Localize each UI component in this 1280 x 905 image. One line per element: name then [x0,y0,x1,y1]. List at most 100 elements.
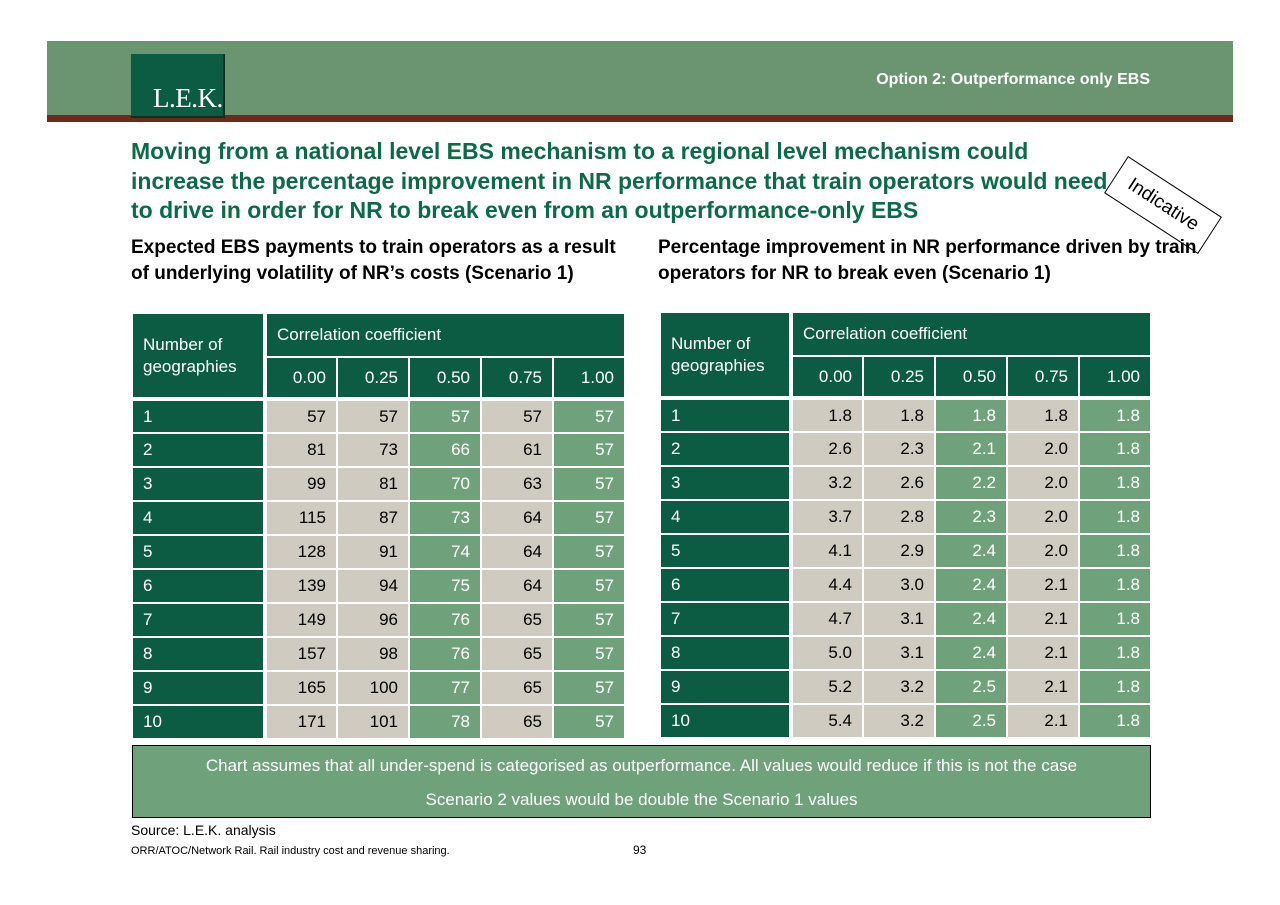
value-cell: 2.0 [1006,533,1080,569]
value-cell: 3.2 [862,669,936,705]
value-cell: 3.0 [862,567,936,603]
table-row: 10 5.4 3.2 2.5 2.1 1.8 [659,703,1152,739]
table-row: 2 2.6 2.3 2.1 2.0 1.8 [659,431,1152,467]
value-cell: 65 [480,636,554,672]
row-header: Number of geographies [131,312,267,401]
value-cell: 57 [552,432,626,468]
column-header: 0.00 [264,356,338,401]
value-cell: 2.1 [934,431,1008,467]
value-cell: 75 [408,568,482,604]
column-header: 0.50 [934,355,1008,400]
value-cell: 1.8 [1078,669,1152,705]
table-row: 1 57 57 57 57 57 [131,398,626,434]
value-cell: 2.4 [934,533,1008,569]
value-cell: 57 [264,398,338,434]
value-cell: 3.7 [790,499,864,535]
source-note: Source: L.E.K. analysis [131,822,276,838]
value-cell: 1.8 [1078,601,1152,637]
value-cell: 70 [408,466,482,502]
value-cell: 2.2 [934,465,1008,501]
value-cell: 1.8 [790,397,864,433]
geography-count-cell: 10 [131,704,267,740]
value-cell: 57 [408,398,482,434]
value-cell: 64 [480,534,554,570]
value-cell: 57 [552,500,626,536]
column-header: 1.00 [552,356,626,401]
value-cell: 4.4 [790,567,864,603]
column-header: 1.00 [1078,355,1152,400]
table-row: 8 157 98 76 65 57 [131,636,626,672]
value-cell: 91 [336,534,410,570]
geography-count-cell: 7 [131,602,267,638]
value-cell: 57 [552,704,626,740]
value-cell: 1.8 [1078,567,1152,603]
value-cell: 99 [264,466,338,502]
column-header: 0.25 [336,356,410,401]
value-cell: 96 [336,602,410,638]
value-cell: 73 [408,500,482,536]
group-header: Correlation coefficient [264,312,626,358]
value-cell: 1.8 [1078,533,1152,569]
value-cell: 101 [336,704,410,740]
table-row: 10 171 101 78 65 57 [131,704,626,740]
value-cell: 81 [264,432,338,468]
value-cell: 5.0 [790,635,864,671]
value-cell: 2.4 [934,601,1008,637]
geography-count-cell: 1 [659,397,793,433]
value-cell: 100 [336,670,410,706]
ebs-payments-table: Number of geographies Correlation coeffi… [131,312,626,740]
table-row: 7 4.7 3.1 2.4 2.1 1.8 [659,601,1152,637]
value-cell: 3.2 [862,703,936,739]
left-table-title: Expected EBS payments to train operators… [131,237,616,284]
value-cell: 128 [264,534,338,570]
value-cell: 5.2 [790,669,864,705]
value-cell: 1.8 [1078,703,1152,739]
value-cell: 57 [552,602,626,638]
value-cell: 1.8 [934,397,1008,433]
value-cell: 2.6 [790,431,864,467]
geography-count-cell: 5 [131,534,267,570]
table-body: 1 57 57 57 57 57 2 81 73 66 61 57 3 99 81 70 63 57 4 115 87 7… [131,398,626,740]
value-cell: 63 [480,466,554,502]
value-cell: 57 [552,670,626,706]
option-label: Option 2: Outperformance only EBS [876,71,1150,88]
value-cell: 64 [480,568,554,604]
footer-text: ORR/ATOC/Network Rail. Rail industry cos… [131,845,450,857]
column-header-row: 0.00 0.25 0.50 0.75 1.00 [660,355,1152,400]
value-cell: 171 [264,704,338,740]
geography-count-cell: 1 [131,398,267,434]
geography-count-cell: 7 [659,601,793,637]
value-cell: 57 [480,398,554,434]
value-cell: 57 [552,398,626,434]
geography-count-cell: 10 [659,703,793,739]
value-cell: 1.8 [1078,635,1152,671]
value-cell: 57 [336,398,410,434]
value-cell: 3.1 [862,601,936,637]
value-cell: 78 [408,704,482,740]
table-row: 9 165 100 77 65 57 [131,670,626,706]
value-cell: 73 [336,432,410,468]
value-cell: 98 [336,636,410,672]
lek-logo: L.E.K. [131,54,225,118]
value-cell: 2.1 [1006,601,1080,637]
value-cell: 115 [264,500,338,536]
value-cell: 81 [336,466,410,502]
value-cell: 4.7 [790,601,864,637]
geography-count-cell: 8 [131,636,267,672]
value-cell: 57 [552,636,626,672]
value-cell: 139 [264,568,338,604]
value-cell: 2.1 [1006,635,1080,671]
slide-headline: Moving from a national level EBS mechani… [131,138,1108,223]
value-cell: 76 [408,602,482,638]
table-row: 6 4.4 3.0 2.4 2.1 1.8 [659,567,1152,603]
geography-count-cell: 3 [131,466,267,502]
logo-text: L.E.K. [153,83,223,113]
value-cell: 57 [552,568,626,604]
table-row: 7 149 96 76 65 57 [131,602,626,638]
value-cell: 2.5 [934,669,1008,705]
value-cell: 1.8 [1078,465,1152,501]
value-cell: 2.3 [934,499,1008,535]
column-header: 0.25 [862,355,936,400]
value-cell: 1.8 [862,397,936,433]
geography-count-cell: 2 [659,431,793,467]
